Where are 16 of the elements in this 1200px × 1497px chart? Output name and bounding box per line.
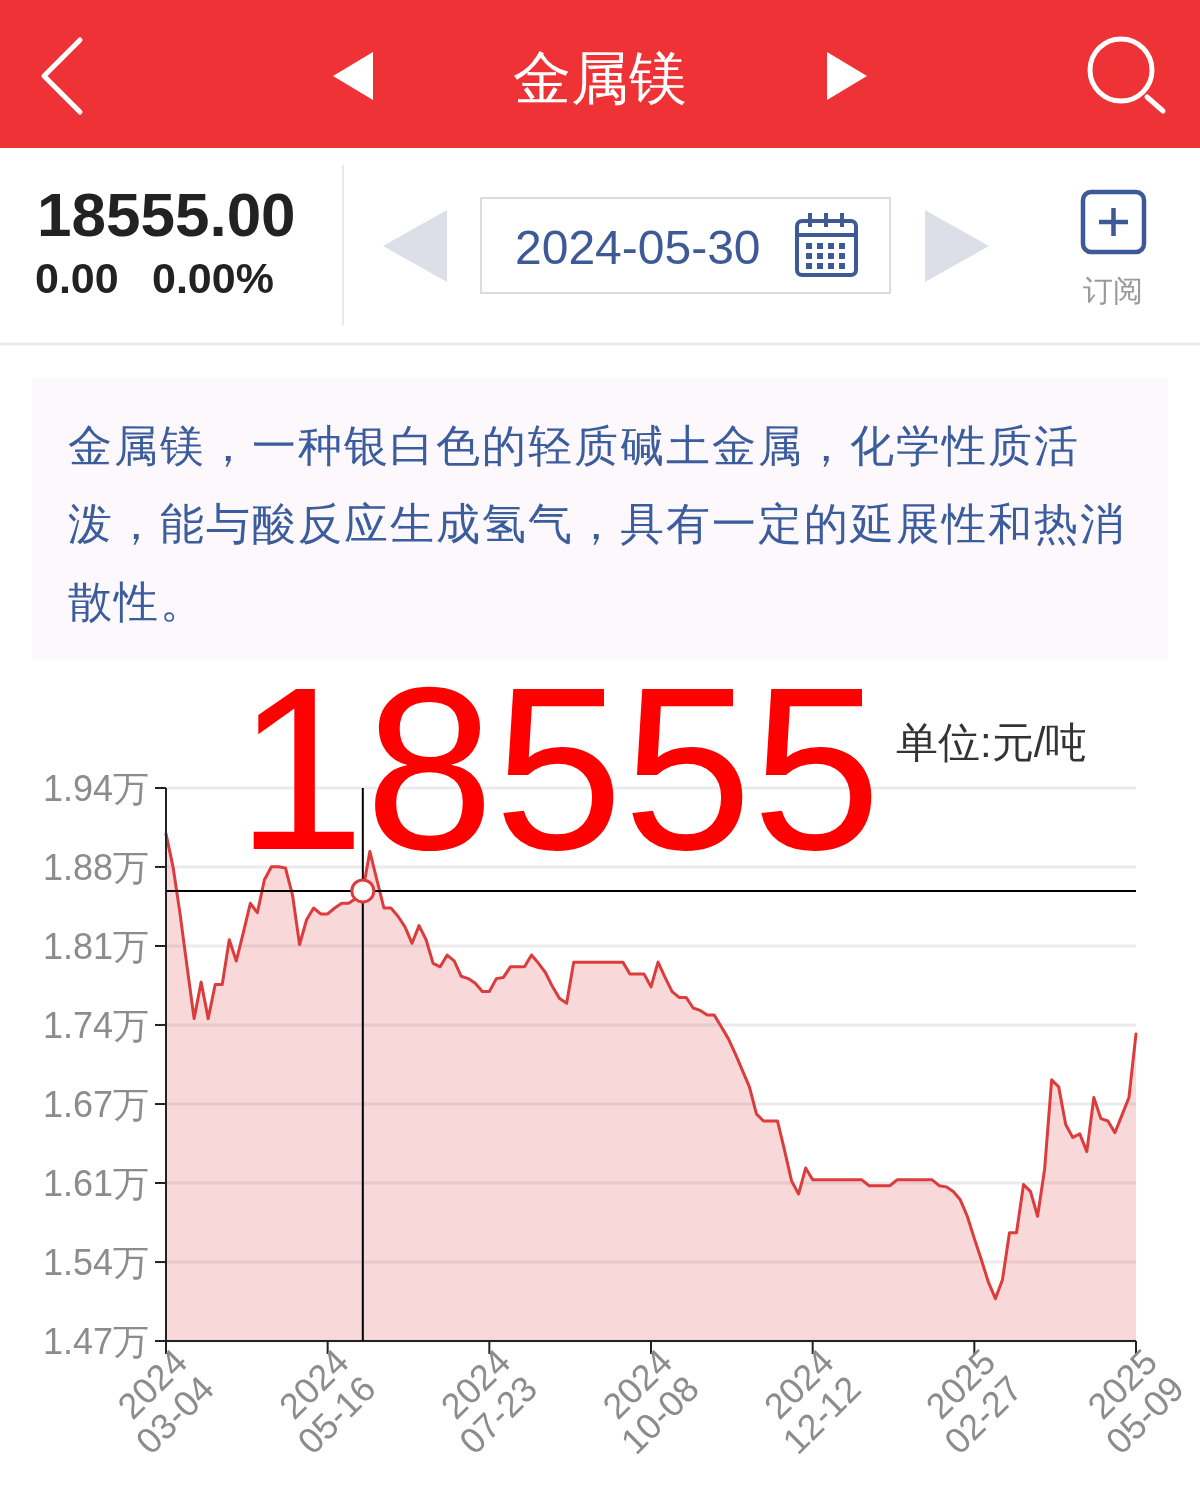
text: 2024-05-30 — [515, 221, 761, 274]
y-tick-label: 1.81万 — [42, 926, 149, 968]
y-tick-label: 1.67万 — [42, 1084, 149, 1126]
text: 18555.00 — [37, 180, 296, 249]
text: 单位:元/吨 — [896, 719, 1088, 766]
text: 0.00 — [35, 254, 119, 302]
text: 订阅 — [1083, 274, 1143, 307]
y-tick-label: 1.94万 — [42, 768, 149, 809]
y-tick-label: 1.61万 — [42, 1162, 149, 1204]
y-tick-label: 1.74万 — [42, 1004, 149, 1046]
text: 0.00% — [152, 254, 274, 302]
chart-subtitle: 金属镁，一种银白色的轻质碱土金属，化学性质活泼，能与酸反应生成氢气，具有一定的延展性和热消散性。 — [68, 421, 1126, 626]
y-tick-label: 1.88万 — [42, 846, 149, 888]
y-tick-label: 1.54万 — [42, 1242, 149, 1284]
chart-title: 金属镁 — [513, 45, 687, 110]
annotation: 18555 — [236, 639, 882, 898]
